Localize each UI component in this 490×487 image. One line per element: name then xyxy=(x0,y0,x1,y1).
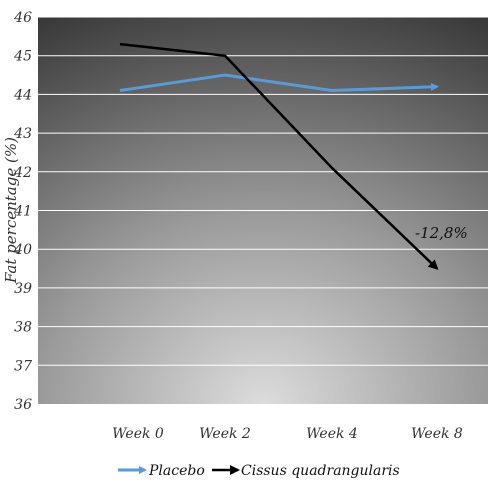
y-tick-labels: 36 37 38 39 40 41 42 43 44 45 46 xyxy=(13,10,32,413)
legend-label-cissus: Cissus quadrangularis xyxy=(241,463,400,479)
x-tick-label: Week 4 xyxy=(306,426,358,442)
y-tick-label: 36 xyxy=(14,397,32,413)
x-tick-label: Week 0 xyxy=(112,426,164,442)
gridlines xyxy=(38,16,488,366)
y-tick-label: 43 xyxy=(13,126,32,142)
series-line-cissus xyxy=(119,42,439,270)
x-tick-labels: Week 0 Week 2 Week 4 Week 8 xyxy=(112,426,463,442)
y-tick-label: 37 xyxy=(14,358,32,374)
series-line-placebo xyxy=(119,73,439,93)
y-tick-label: 40 xyxy=(13,242,32,258)
y-tick-label: 42 xyxy=(13,165,32,181)
legend-label-placebo: Placebo xyxy=(148,463,205,479)
x-tick-label: Week 8 xyxy=(411,426,463,442)
y-tick-label: 41 xyxy=(13,204,32,220)
y-tick-label: 44 xyxy=(13,87,32,103)
y-tick-label: 45 xyxy=(13,49,32,65)
y-axis-label: Fat percentage (%) xyxy=(2,137,20,284)
x-tick-label: Week 2 xyxy=(199,426,251,442)
annotation-label: -12,8% xyxy=(415,224,468,242)
series-lines xyxy=(119,42,439,270)
legend: Placebo Cissus quadrangularis xyxy=(118,463,400,479)
y-tick-label: 39 xyxy=(14,281,32,297)
y-tick-label: 46 xyxy=(13,10,32,26)
y-tick-label: 38 xyxy=(14,320,32,336)
